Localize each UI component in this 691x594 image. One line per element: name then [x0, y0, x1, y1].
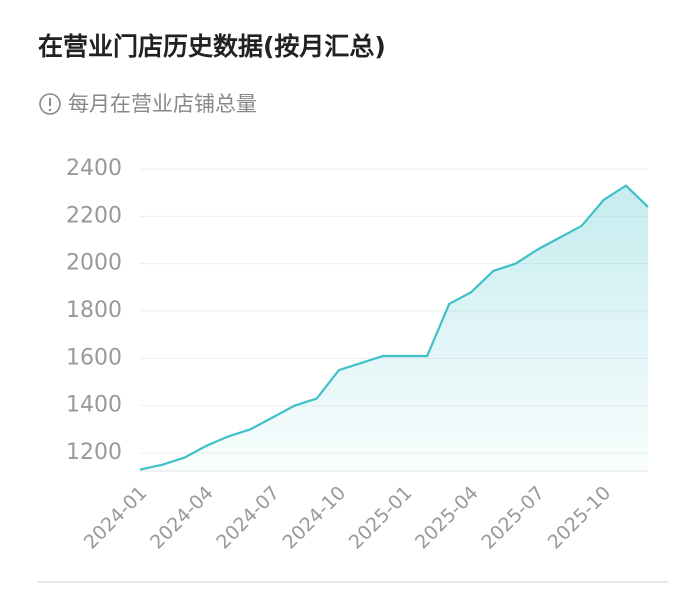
line — [139, 184, 649, 471]
x-tick-label: 2025-10 — [544, 482, 616, 554]
y-tick-label: 1200 — [66, 440, 122, 465]
y-tick-label: 1800 — [66, 298, 122, 323]
chart-title: 在营业门店历史数据(按月汇总) — [38, 32, 386, 61]
y-tick-label: 2400 — [66, 156, 122, 181]
info-icon — [39, 93, 61, 115]
x-tick-label: 2024-07 — [212, 482, 284, 554]
x-tick-label: 2025-04 — [411, 482, 483, 554]
x-tick-label: 2024-04 — [146, 482, 218, 554]
y-tick-label: 2000 — [66, 251, 122, 276]
x-tick-label: 2025-01 — [345, 482, 417, 554]
y-tick-label: 1600 — [66, 345, 122, 370]
area — [140, 185, 648, 471]
x-tick-label: 2024-01 — [80, 482, 152, 554]
chart-subtitle: 每月在营业店铺总量 — [68, 92, 257, 116]
y-tick-label: 2200 — [66, 203, 122, 228]
x-tick-label: 2024-10 — [279, 482, 351, 554]
y-tick-label: 1400 — [66, 393, 122, 418]
x-tick-label: 2025-07 — [477, 482, 549, 554]
info-icon-dot — [48, 108, 52, 112]
